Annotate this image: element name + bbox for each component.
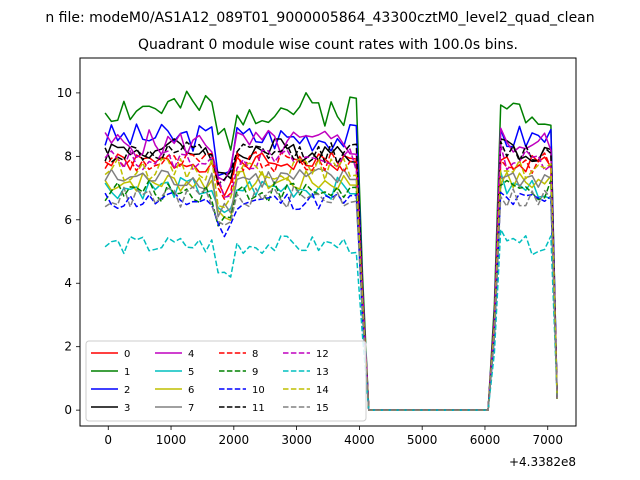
- legend-label: 14: [316, 385, 329, 396]
- x-tick-label: 3000: [281, 433, 312, 447]
- legend-entry-5: 5: [155, 367, 194, 378]
- plot-frame: [79, 57, 577, 427]
- y-tick-label: 0: [64, 403, 72, 417]
- y-tick-label: 8: [64, 149, 72, 163]
- legend-label: 12: [316, 349, 329, 360]
- x-offset-label: +4.3382e8: [509, 455, 576, 469]
- legend-entry-1: 1: [91, 367, 130, 378]
- x-tick-label: 5000: [407, 433, 438, 447]
- x-tick-label: 6000: [470, 433, 501, 447]
- legend-label: 8: [252, 349, 258, 360]
- figure-suptitle: n file: modeM0/AS1A12_089T01_9000005864_…: [45, 10, 594, 26]
- legend-entry-14: 14: [283, 385, 329, 396]
- y-tick-label: 6: [64, 213, 72, 227]
- legend-label: 11: [252, 403, 265, 414]
- legend-box: [85, 340, 367, 422]
- legend-entry-11: 11: [219, 403, 265, 414]
- legend-entry-15: 15: [283, 403, 329, 414]
- legend-label: 5: [188, 367, 194, 378]
- legend-label: 9: [252, 367, 258, 378]
- x-axis: 0 1000 2000 3000 4000 5000 6000 7000: [104, 426, 563, 447]
- x-tick-label: 7000: [532, 433, 563, 447]
- legend-entry-10: 10: [219, 385, 265, 396]
- legend-label: 4: [188, 349, 194, 360]
- chart-title: Quadrant 0 module wise count rates with …: [138, 37, 518, 53]
- legend-entry-4: 4: [155, 349, 194, 360]
- x-tick-label: 2000: [219, 433, 250, 447]
- legend-label: 3: [124, 403, 130, 414]
- series-lines: [104, 90, 558, 411]
- legend-entry-0: 0: [91, 349, 130, 360]
- x-tick-label: 1000: [156, 433, 187, 447]
- y-tick-label: 4: [64, 276, 72, 290]
- series-line-15: [104, 186, 558, 411]
- legend-label: 6: [188, 385, 194, 396]
- legend-label: 1: [124, 367, 130, 378]
- legend-entry-3: 3: [91, 403, 130, 414]
- series-line-10: [104, 191, 558, 411]
- legend-entry-7: 7: [155, 403, 194, 414]
- legend-label: 13: [316, 367, 329, 378]
- legend-label: 7: [188, 403, 194, 414]
- legend-label: 10: [252, 385, 265, 396]
- legend-entry-9: 9: [219, 367, 258, 378]
- legend-label: 0: [124, 349, 130, 360]
- y-axis: 0 2 4 6 8 10: [57, 86, 80, 417]
- legend-entry-8: 8: [219, 349, 258, 360]
- legend-entry-13: 13: [283, 367, 329, 378]
- y-tick-label: 10: [57, 86, 72, 100]
- legend-entry-12: 12: [283, 349, 329, 360]
- legend-label: 2: [124, 385, 130, 396]
- legend-entry-2: 2: [91, 385, 130, 396]
- legend-entry-6: 6: [155, 385, 194, 396]
- y-tick-label: 2: [64, 340, 72, 354]
- legend-label: 15: [316, 403, 329, 414]
- x-tick-label: 4000: [344, 433, 375, 447]
- x-tick-label: 0: [104, 433, 112, 447]
